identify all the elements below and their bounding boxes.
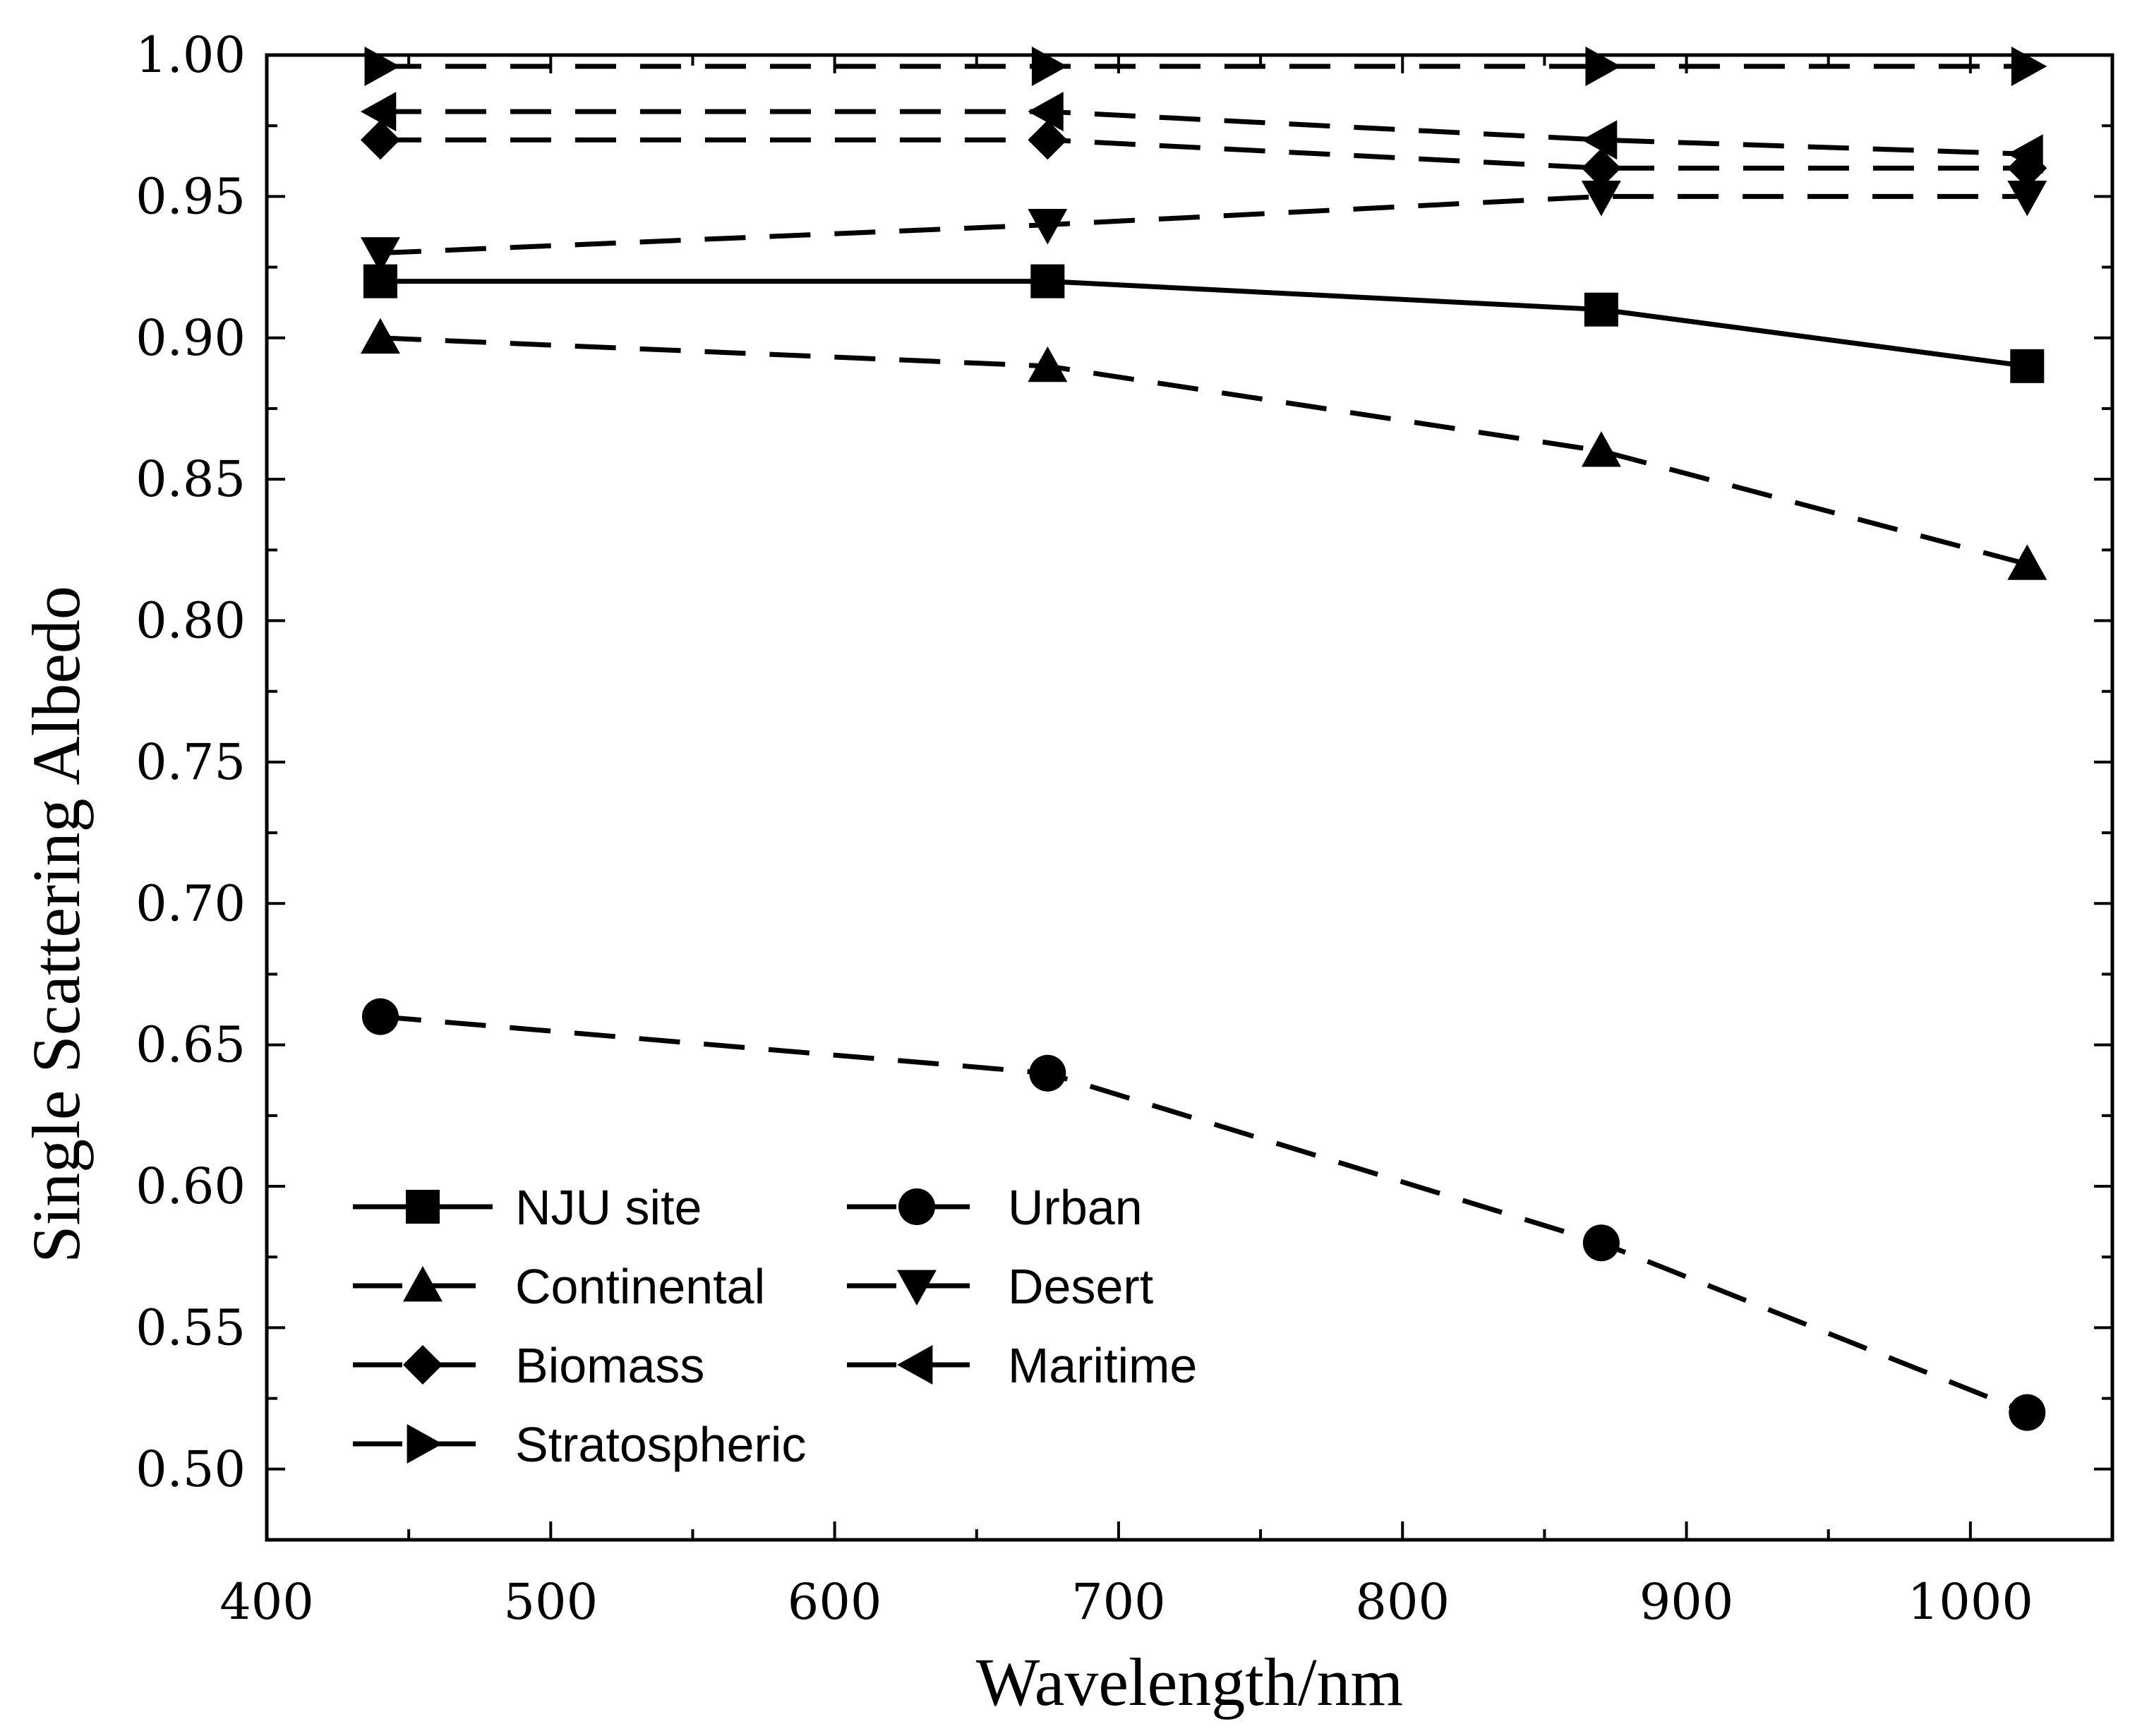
legend-label: Desert: [1008, 1259, 1153, 1314]
x-tick-label: 400: [219, 1573, 314, 1631]
data-point: [1028, 120, 1068, 160]
data-point: [2007, 544, 2047, 580]
series-nju-site: [363, 264, 2045, 383]
legend-item: Maritime: [847, 1338, 1197, 1393]
legend-item: NJU site: [353, 1180, 702, 1235]
legend-label: Continental: [515, 1259, 765, 1314]
data-point: [360, 318, 400, 354]
data-point: [2009, 1394, 2046, 1431]
y-tick-label: 0.90: [136, 309, 246, 367]
x-tick-label: 800: [1355, 1573, 1450, 1631]
legend-marker: [406, 1190, 440, 1224]
legend-item: Stratospheric: [353, 1417, 806, 1472]
legend-item: Biomass: [353, 1338, 704, 1393]
legend-item: Desert: [847, 1259, 1153, 1314]
y-tick-label: 0.75: [136, 733, 246, 791]
y-axis-title: Single Scattering Albedo: [18, 586, 94, 1263]
series-urban: [361, 998, 2046, 1431]
x-tick-label: 700: [1071, 1573, 1166, 1631]
legend-label: Maritime: [1008, 1338, 1197, 1393]
series-line: [380, 193, 2028, 256]
legend-marker: [407, 1424, 443, 1464]
series-line: [380, 137, 2028, 171]
legend-label: NJU site: [515, 1180, 702, 1235]
y-tick-label: 0.60: [136, 1157, 246, 1215]
series-line: [380, 279, 2028, 369]
legend-marker: [898, 1188, 935, 1225]
x-tick-label: 1000: [1908, 1573, 2033, 1631]
series-desert: [360, 180, 2047, 273]
legend-label: Urban: [1008, 1180, 1143, 1235]
y-tick-label: 0.95: [136, 167, 246, 225]
legend-item: Urban: [847, 1180, 1143, 1235]
legend-label: Stratospheric: [515, 1417, 806, 1472]
x-axis-title: Wavelength/nm: [976, 1644, 1403, 1720]
y-tick-label: 0.85: [136, 450, 246, 508]
data-point: [1582, 1224, 1620, 1262]
data-point: [2007, 134, 2043, 174]
data-point: [1030, 264, 1065, 299]
data-point: [1028, 92, 1064, 132]
y-tick-label: 1.00: [136, 26, 246, 84]
data-point: [360, 92, 397, 132]
data-point: [360, 120, 400, 160]
data-point: [1581, 148, 1621, 188]
data-point: [2007, 180, 2047, 217]
legend-marker: [403, 1266, 443, 1302]
ticks-layer: 400 500 600 700 800 900 1000 0.50 0.55 0.60 0.65 0.…: [136, 26, 2112, 1631]
data-point: [1581, 120, 1618, 160]
data-point: [1028, 209, 1068, 245]
series-continental: [360, 318, 2047, 580]
data-point: [1581, 431, 1621, 467]
legend-label: Biomass: [515, 1338, 704, 1393]
data-point: [1581, 180, 1621, 217]
series-line: [380, 335, 2028, 567]
y-tick-label: 0.55: [136, 1298, 246, 1356]
series-line: [380, 109, 2028, 157]
legend: NJU site Urban Continental Desert Biomass Mar…: [353, 1180, 1197, 1472]
legend-marker: [897, 1345, 933, 1385]
legend-marker: [403, 1345, 443, 1385]
plot-frame: [265, 53, 2114, 1542]
data-point: [360, 237, 400, 273]
legend-marker: [897, 1270, 937, 1306]
series-maritime: [360, 92, 2043, 174]
x-tick-label: 500: [504, 1573, 598, 1631]
data-point: [1029, 1054, 1066, 1092]
y-tick-label: 0.80: [136, 592, 246, 650]
data-point: [1028, 346, 1068, 382]
x-tick-label: 600: [788, 1573, 882, 1631]
series-layer: [360, 47, 2047, 1431]
data-point: [361, 998, 399, 1035]
y-tick-label: 0.50: [136, 1440, 246, 1498]
y-tick-label: 0.70: [136, 874, 246, 932]
data-point: [2010, 349, 2045, 383]
legend-item: Continental: [353, 1259, 765, 1314]
data-point: [1584, 292, 1618, 327]
series-line: [380, 1014, 2028, 1415]
y-tick-label: 0.65: [136, 1016, 246, 1074]
x-tick-label: 900: [1639, 1573, 1734, 1631]
